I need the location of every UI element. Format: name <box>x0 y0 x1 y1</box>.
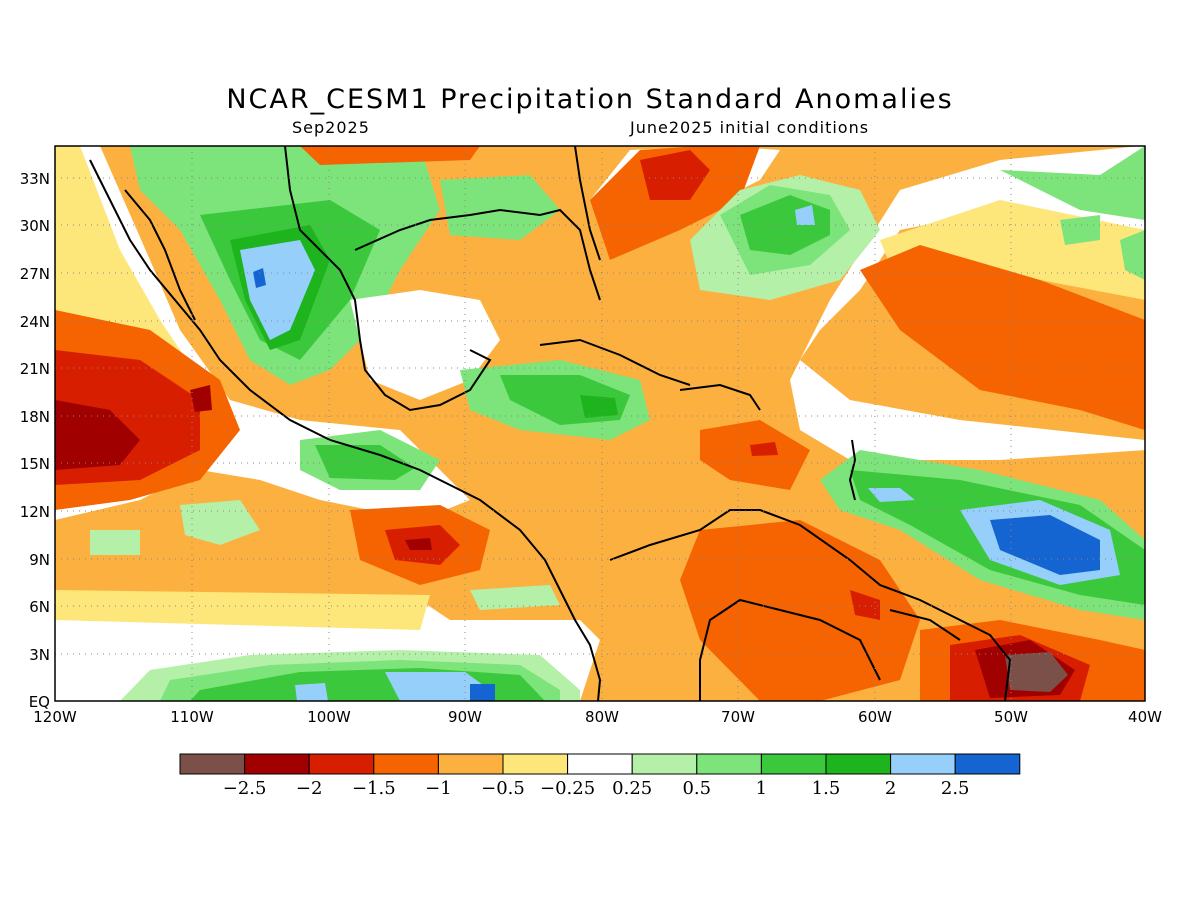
lat-tick: 3N <box>29 646 50 664</box>
colorbar-swatch <box>567 753 633 775</box>
colorbar-swatch <box>696 753 762 775</box>
lat-tick: 15N <box>20 455 50 473</box>
lat-tick: 12N <box>20 503 50 521</box>
lat-lon-grid <box>55 146 1145 701</box>
lat-tick: 6N <box>29 598 50 616</box>
colorbar-swatch <box>179 753 246 775</box>
colorbar-swatch <box>760 753 827 775</box>
forecast-month: Sep2025 <box>292 118 370 137</box>
map-title: NCAR_CESM1 Precipitation Standard Anomal… <box>226 84 954 115</box>
lon-tick: 70W <box>721 708 755 726</box>
colorbar-label: −0.5 <box>481 778 525 799</box>
colorbar-label: 0.5 <box>682 778 711 799</box>
colorbar-swatch <box>244 753 310 775</box>
colorbar-label: −0.25 <box>540 778 595 799</box>
anomaly-field <box>55 146 1145 701</box>
colorbar-label: 2.5 <box>941 778 970 799</box>
colorbar-swatch <box>502 753 569 775</box>
colorbar-labels: −2.5 −2 −1.5 −1 −0.5 −0.25 0.25 0.5 1 1.5 2 2.5 <box>223 778 970 799</box>
colorbar <box>179 753 1021 775</box>
colorbar-swatch <box>954 753 1021 775</box>
lon-tick: 110W <box>170 708 214 726</box>
colorbar-swatch <box>890 753 956 775</box>
colorbar-label: 1.5 <box>812 778 841 799</box>
colorbar-label: −2.5 <box>223 778 267 799</box>
lon-tick: 60W <box>858 708 892 726</box>
colorbar-label: 0.25 <box>612 778 652 799</box>
initial-conditions: June2025 initial conditions <box>630 118 870 137</box>
colorbar-swatch <box>631 753 698 775</box>
colorbar-label: −1 <box>425 778 452 799</box>
lat-tick: 9N <box>29 551 50 569</box>
lat-tick: 24N <box>20 313 50 331</box>
colorbar-label: −2 <box>296 778 323 799</box>
colorbar-swatch <box>308 753 375 775</box>
colorbar-label: 1 <box>756 778 767 799</box>
lon-tick: 120W <box>33 708 77 726</box>
colorbar-swatch <box>825 753 892 775</box>
lat-tick: 21N <box>20 360 50 378</box>
lon-axis: 120W 110W 100W 90W 80W 70W 60W 50W 40W <box>33 708 1162 726</box>
colorbar-label: 2 <box>885 778 896 799</box>
lat-tick: 18N <box>20 408 50 426</box>
lat-tick: 33N <box>20 170 50 188</box>
colorbar-swatch <box>373 753 439 775</box>
lat-tick: EQ <box>29 693 50 711</box>
map-frame <box>54 145 1146 702</box>
lat-tick: 30N <box>20 217 50 235</box>
lon-tick: 50W <box>994 708 1028 726</box>
lon-tick: 100W <box>307 708 351 726</box>
lat-tick: 27N <box>20 265 50 283</box>
colorbar-label: −1.5 <box>352 778 396 799</box>
lat-axis: EQ 3N 6N 9N 12N 15N 18N 21N 24N 27N 30N … <box>20 170 50 711</box>
lon-tick: 80W <box>585 708 619 726</box>
lon-tick: 40W <box>1128 708 1162 726</box>
colorbar-swatch <box>437 753 504 775</box>
lon-tick: 90W <box>448 708 482 726</box>
